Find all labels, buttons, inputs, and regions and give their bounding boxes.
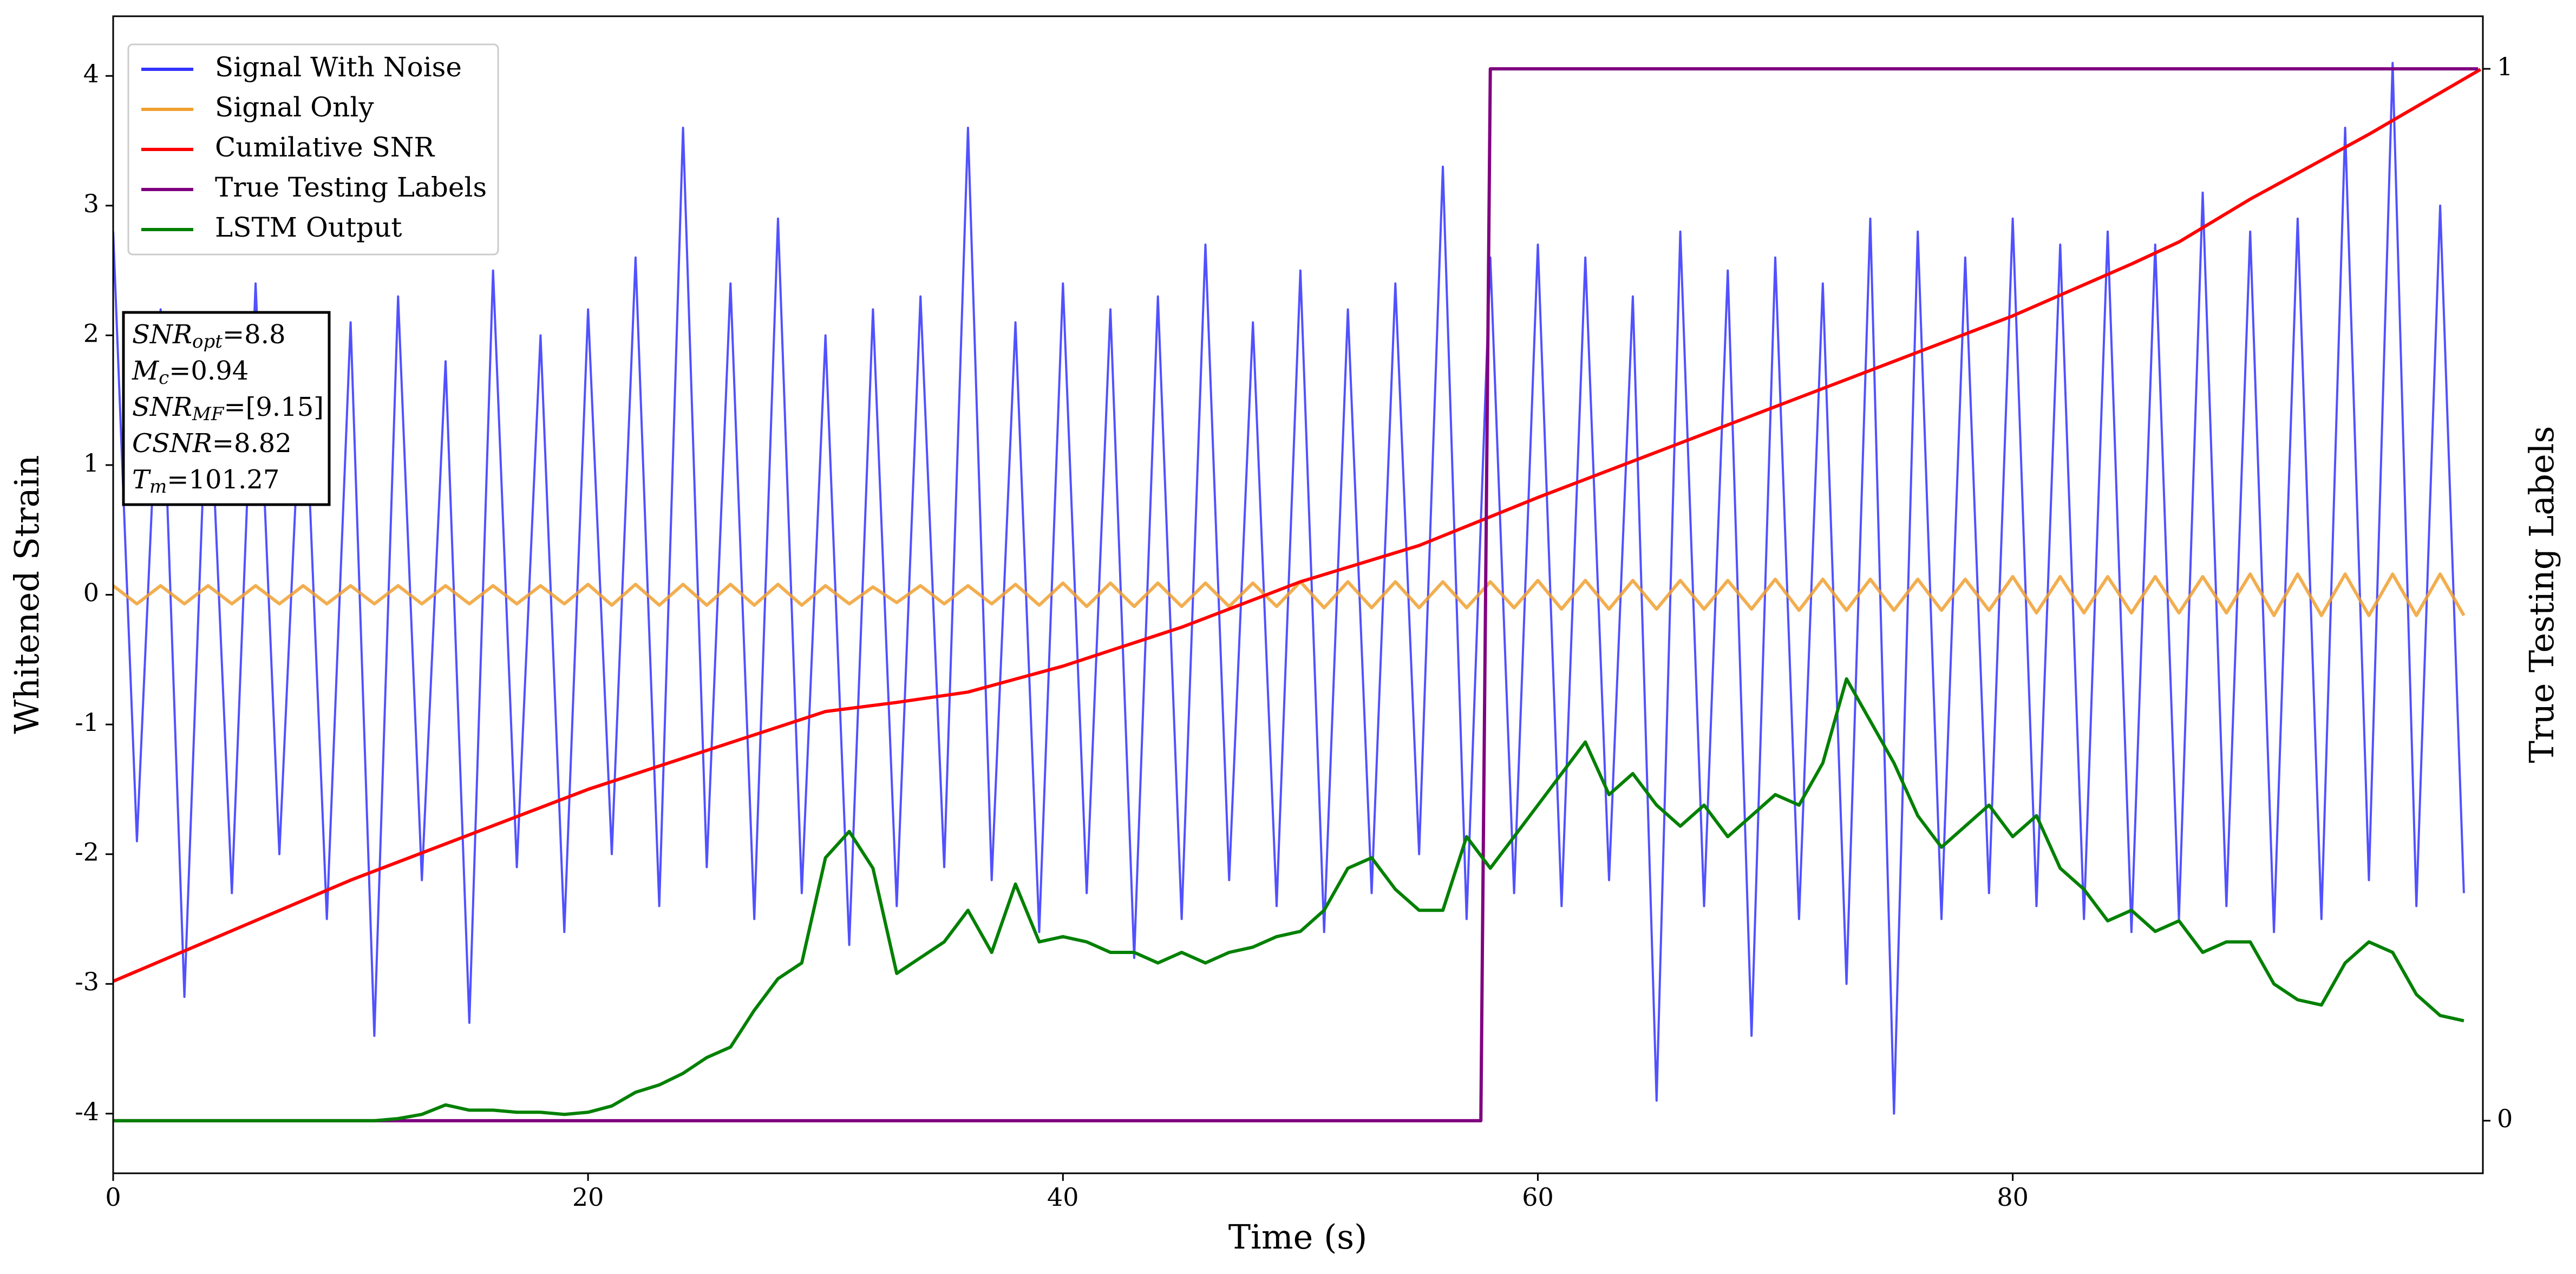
- x-tick-label: 40: [1047, 1182, 1079, 1212]
- series-line: [113, 677, 2464, 1122]
- annotation-symbol: CSNR: [132, 428, 212, 459]
- y-tick-label: 0: [83, 578, 99, 607]
- annotation-line: Mc=0.94: [132, 356, 249, 389]
- y2-tick-label: 1: [2497, 52, 2513, 81]
- annotation-value: =[9.15]: [224, 392, 324, 422]
- x-tick-label: 60: [1522, 1182, 1554, 1212]
- annotation-symbol: T: [132, 465, 151, 495]
- x-axis-label: Time (s): [1228, 1217, 1368, 1257]
- y-tick-label: 3: [83, 189, 99, 218]
- x-tick-label: 80: [1997, 1182, 2029, 1212]
- y-axis-label: Whitened Strain: [7, 455, 47, 734]
- annotation-value: =8.8: [223, 319, 286, 350]
- legend-label: Cumilative SNR: [215, 132, 435, 163]
- annotation-symbol: SNR: [132, 392, 192, 422]
- annotation-symbol: M: [132, 356, 160, 386]
- series-line: [113, 67, 2479, 1122]
- annotation-subscript: MF: [192, 403, 225, 425]
- annotation-line: Tm=101.27: [132, 465, 279, 498]
- annotation-value: =0.94: [169, 356, 249, 386]
- annotation-line: SNRMF=[9.15]: [132, 392, 324, 426]
- y-tick-label: 1: [83, 448, 99, 478]
- plot-area: [112, 15, 2484, 1174]
- y-tick-label: -3: [75, 967, 99, 996]
- y-tick-label: -1: [75, 708, 99, 737]
- y-tick-label: -4: [75, 1097, 99, 1126]
- series-line: [113, 572, 2466, 617]
- y-tick-label: 4: [83, 59, 99, 88]
- x-tick-label: 0: [105, 1182, 121, 1212]
- x-tick-label: 20: [572, 1182, 604, 1212]
- legend-label: Signal With Noise: [215, 51, 462, 83]
- annotation-subscript: c: [159, 367, 169, 389]
- annotation-value: =8.82: [212, 428, 292, 459]
- y2-axis-label: True Testing Labels: [2522, 426, 2561, 763]
- series-line: [113, 68, 2482, 983]
- legend-label: True Testing Labels: [215, 172, 487, 203]
- legend-box: [127, 43, 499, 256]
- legend-label: LSTM Output: [215, 212, 402, 243]
- annotation-subscript: m: [149, 476, 167, 498]
- annotation-line: SNRopt=8.8: [132, 319, 286, 353]
- annotation-line: CSNR=8.82: [132, 428, 292, 459]
- annotation-subscript: opt: [192, 331, 223, 352]
- y-tick-label: 2: [83, 318, 99, 348]
- annotation-box: [122, 311, 331, 506]
- series-line: [113, 62, 2465, 1115]
- y2-tick-label: 0: [2497, 1104, 2513, 1133]
- annotation-value: =101.27: [167, 465, 279, 495]
- y-tick-label: -2: [75, 838, 99, 867]
- annotation-symbol: SNR: [132, 319, 192, 350]
- legend-label: Signal Only: [215, 92, 374, 123]
